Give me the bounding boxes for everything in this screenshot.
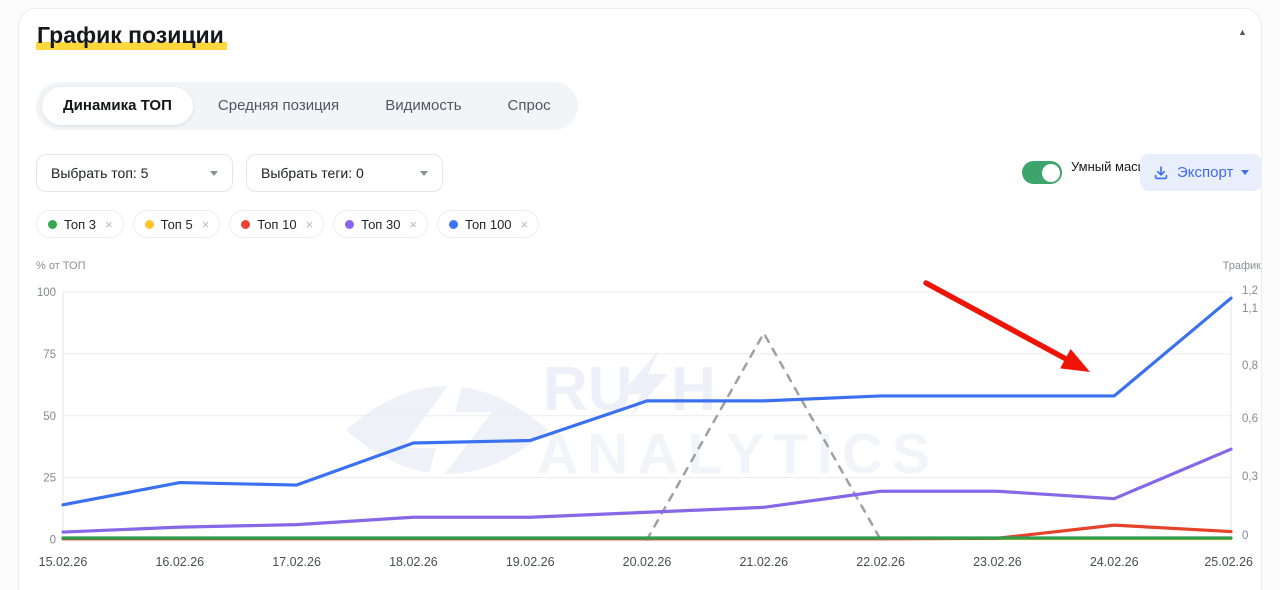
close-icon[interactable]: × — [105, 216, 113, 232]
legend-dot — [449, 219, 459, 229]
legend-dot — [48, 219, 57, 229]
legend-chip-top10[interactable]: Топ 10 × — [229, 210, 325, 238]
tab-average-position[interactable]: Средняя позиция — [217, 97, 340, 114]
tab-bar: Динамика ТОП Средняя позиция Видимость С… — [36, 82, 578, 130]
legend-dot — [144, 219, 154, 229]
tab-dynamics-top[interactable]: Динамика ТОП — [42, 87, 193, 125]
page-title: График позиции — [36, 22, 227, 50]
toggle-knob — [1041, 163, 1060, 182]
close-icon[interactable]: × — [520, 216, 529, 232]
close-icon[interactable]: × — [305, 216, 314, 232]
legend-chip-top3[interactable]: Топ 3 × — [36, 210, 124, 238]
chevron-down-icon — [1241, 170, 1250, 175]
toggle-switch[interactable] — [1022, 161, 1062, 184]
legend-dot — [345, 219, 355, 229]
select-tags[interactable]: Выбрать теги: 0 — [246, 154, 443, 192]
chevron-down-icon — [210, 170, 218, 176]
chevron-down-icon — [420, 170, 428, 176]
legend-chips: Топ 3 × Топ 5 × Топ 10 × Топ 30 × Топ 10… — [36, 210, 540, 238]
legend-chip-top100[interactable]: Топ 100 × — [437, 210, 540, 238]
export-button[interactable]: Экспорт — [1140, 154, 1263, 191]
legend-chip-top5[interactable]: Топ 5 × — [132, 210, 221, 238]
legend-dot — [241, 219, 251, 229]
tab-visibility[interactable]: Видимость — [385, 97, 462, 114]
legend-chip-top30[interactable]: Топ 30 × — [333, 210, 429, 238]
close-icon[interactable]: × — [409, 216, 418, 232]
select-top[interactable]: Выбрать топ: 5 — [36, 154, 233, 192]
right-axis-caption: Трафик — [1222, 260, 1261, 272]
left-axis-caption: % от ТОП — [36, 260, 86, 272]
download-icon — [1154, 165, 1168, 179]
tab-demand[interactable]: Спрос — [507, 97, 551, 114]
collapse-chevron-icon[interactable]: ▲ — [1238, 27, 1247, 37]
close-icon[interactable]: × — [201, 216, 210, 232]
